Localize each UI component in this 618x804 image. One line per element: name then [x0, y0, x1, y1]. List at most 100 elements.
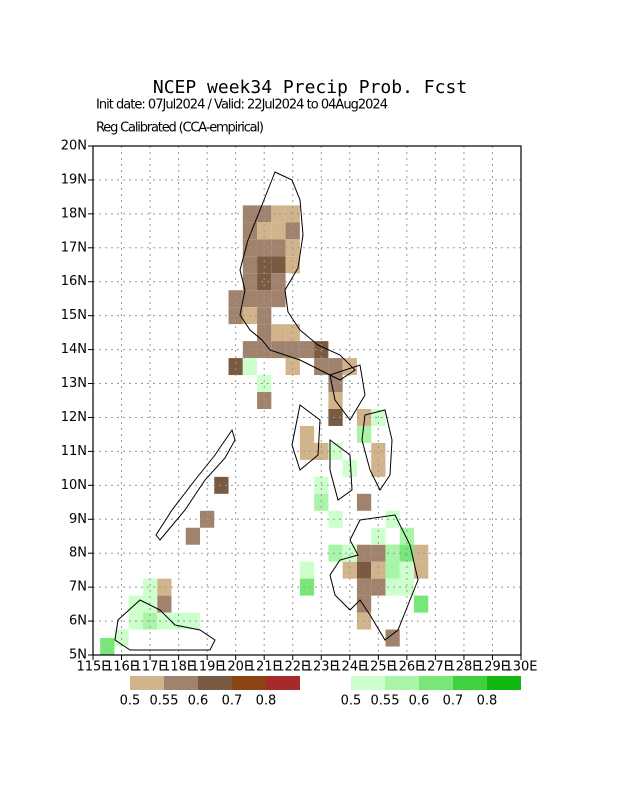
x-tick-label: 115E: [76, 660, 109, 675]
legend-swatch: [351, 676, 385, 690]
prob-cell: [342, 459, 357, 477]
prob-cell: [299, 561, 315, 579]
y-tick-label: 8N: [69, 546, 87, 561]
prob-cell: [185, 612, 200, 630]
prob-cell: [385, 578, 400, 596]
prob-cell: [328, 544, 343, 562]
title: NCEP week34 Precip Prob. Fcst: [153, 77, 467, 98]
legend-label: 0.6: [409, 694, 430, 709]
legend-swatch: [453, 676, 487, 690]
prob-cell: [385, 510, 400, 528]
legend-swatch: [266, 676, 300, 690]
legend-label: 0.55: [371, 694, 400, 709]
prob-cell: [271, 205, 286, 223]
prob-cell: [328, 358, 343, 376]
prob-cell: [242, 290, 258, 308]
prob-cell: [342, 561, 357, 579]
y-tick-label: 20N: [61, 139, 87, 154]
x-tick-label: 117E: [134, 660, 167, 675]
x-tick-label: 119E: [191, 660, 224, 675]
prob-cell: [328, 510, 343, 528]
prob-cell: [257, 290, 272, 308]
prob-cell: [328, 408, 343, 426]
y-tick-label: 9N: [69, 512, 87, 527]
prob-cell: [385, 544, 400, 562]
prob-cell: [385, 629, 400, 647]
legend-swatch: [487, 676, 521, 690]
prob-cell: [257, 392, 272, 409]
legend-label: 0.5: [120, 694, 141, 709]
prob-cell: [257, 239, 272, 257]
x-tick-label: 123E: [305, 660, 338, 675]
prob-cell: [414, 595, 429, 613]
prob-cell: [299, 341, 315, 359]
prob-cell: [371, 561, 386, 579]
legend-label: 0.6: [188, 694, 209, 709]
prob-cell: [285, 256, 300, 274]
legend-label: 0.8: [256, 694, 277, 709]
prob-cell: [100, 638, 115, 655]
prob-cell: [385, 561, 400, 579]
legend-swatch: [232, 676, 266, 690]
y-tick-label: 12N: [61, 410, 87, 425]
x-tick-label: 130E: [504, 660, 537, 675]
prob-cell: [356, 425, 372, 443]
x-tick-label: 128E: [447, 660, 480, 675]
prob-cell: [271, 324, 286, 342]
prob-cell: [271, 273, 286, 291]
prob-cell: [356, 595, 372, 613]
y-tick-label: 17N: [61, 240, 87, 255]
prob-cell: [142, 578, 158, 596]
note: Reg Calibrated (CCA-empirical): [96, 121, 264, 136]
coastline: [114, 171, 419, 651]
prob-cell: [242, 358, 258, 376]
prob-cell: [414, 561, 429, 579]
prob-cell: [299, 578, 315, 596]
prob-cell: [214, 476, 229, 494]
legend: 0.5 0.55 0.6 0.7 0.8 0.5 0.55 0.6 0.7 0.8: [120, 676, 521, 709]
prob-cell: [157, 595, 172, 613]
y-tick-label: 18N: [61, 206, 87, 221]
y-tick-label: 15N: [61, 308, 87, 323]
prob-cell: [342, 544, 357, 562]
legend-swatch: [419, 676, 453, 690]
x-tick-label: 126E: [390, 660, 423, 675]
prob-cell: [371, 578, 386, 596]
prob-cell: [414, 544, 429, 562]
y-tick-label: 7N: [69, 580, 87, 595]
y-tick-label: 16N: [61, 274, 87, 289]
y-tick-label: 19N: [61, 172, 87, 187]
prob-cell: [299, 442, 315, 460]
legend-label: 0.5: [341, 694, 362, 709]
prob-cell: [257, 273, 272, 291]
subtitle: Init date: 07Jul2024 / Valid: 22Jul2024 …: [96, 98, 388, 113]
prob-cell: [242, 222, 258, 240]
prob-cell: [314, 493, 329, 511]
prob-cell: [285, 358, 300, 376]
prob-cell: [371, 442, 386, 460]
prob-cell: [228, 290, 243, 308]
prob-cell: [257, 341, 272, 359]
x-tick-label: 118E: [162, 660, 195, 675]
x-tick-label: 116E: [105, 660, 138, 675]
prob-cell: [356, 561, 372, 579]
y-tick-label: 6N: [69, 614, 87, 629]
legend-label: 0.55: [150, 694, 179, 709]
x-tick-label: 120E: [219, 660, 252, 675]
prob-cell: [157, 612, 172, 630]
prob-cell: [228, 358, 243, 376]
prob-cell: [299, 425, 315, 443]
legend-swatch: [385, 676, 419, 690]
prob-cell: [271, 239, 286, 257]
legend-swatch: [198, 676, 232, 690]
prob-cell: [371, 459, 386, 477]
prob-cell: [271, 222, 286, 240]
plot-frame: [92, 145, 522, 656]
x-tick-label: 121E: [248, 660, 281, 675]
grid: [93, 146, 521, 655]
y-tick-label: 5N: [69, 648, 87, 663]
prob-cell: [399, 561, 414, 579]
x-tick-label: 124E: [333, 660, 366, 675]
